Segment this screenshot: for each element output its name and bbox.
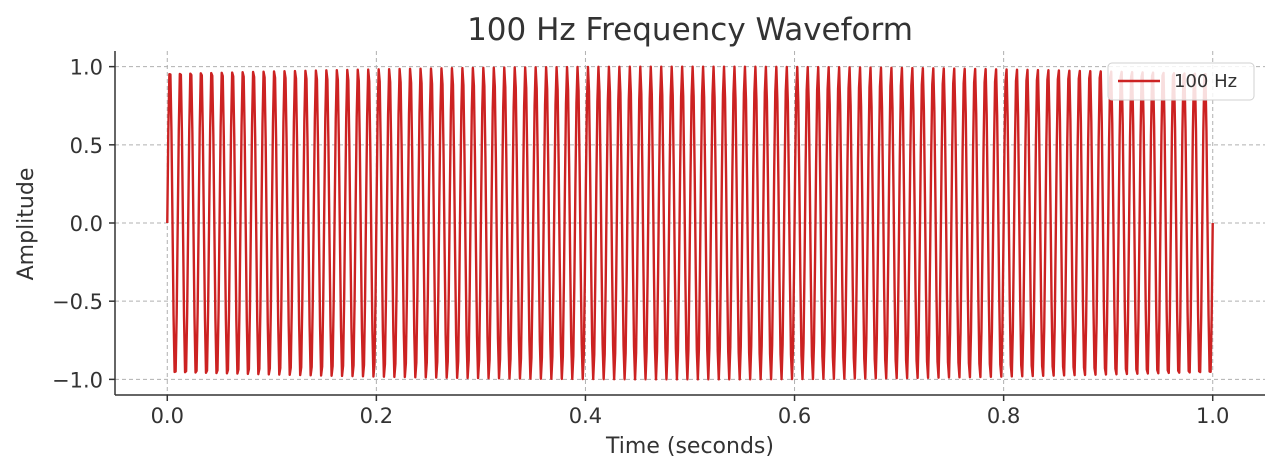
x-tick-label: 0.2 <box>360 404 393 428</box>
series-layer <box>166 65 1214 381</box>
x-tick-label: 0.4 <box>569 404 602 428</box>
y-tick-label: 0.0 <box>70 212 103 236</box>
y-tick-label: −0.5 <box>52 290 103 314</box>
chart-title: 100 Hz Frequency Waveform <box>467 12 913 48</box>
series-line-0 <box>166 65 1214 381</box>
x-tick-label: 1.0 <box>1196 404 1229 428</box>
legend-label: 100 Hz <box>1174 71 1237 92</box>
x-ticks: 0.0 0.2 0.4 0.6 0.8 1.0 <box>151 395 1229 428</box>
y-tick-label: −1.0 <box>52 368 103 392</box>
y-ticks: 1.0 0.5 0.0 −0.5 −1.0 <box>52 56 115 392</box>
y-tick-label: 0.5 <box>70 134 103 158</box>
x-tick-label: 0.0 <box>151 404 184 428</box>
legend-box <box>1107 62 1255 101</box>
x-tick-label: 0.8 <box>987 404 1020 428</box>
legend: 100 Hz <box>1107 62 1255 101</box>
x-tick-label: 0.6 <box>778 404 811 428</box>
y-tick-label: 1.0 <box>70 56 103 80</box>
x-axis-label: Time (seconds) <box>605 434 774 459</box>
y-axis-label: Amplitude <box>14 168 39 281</box>
